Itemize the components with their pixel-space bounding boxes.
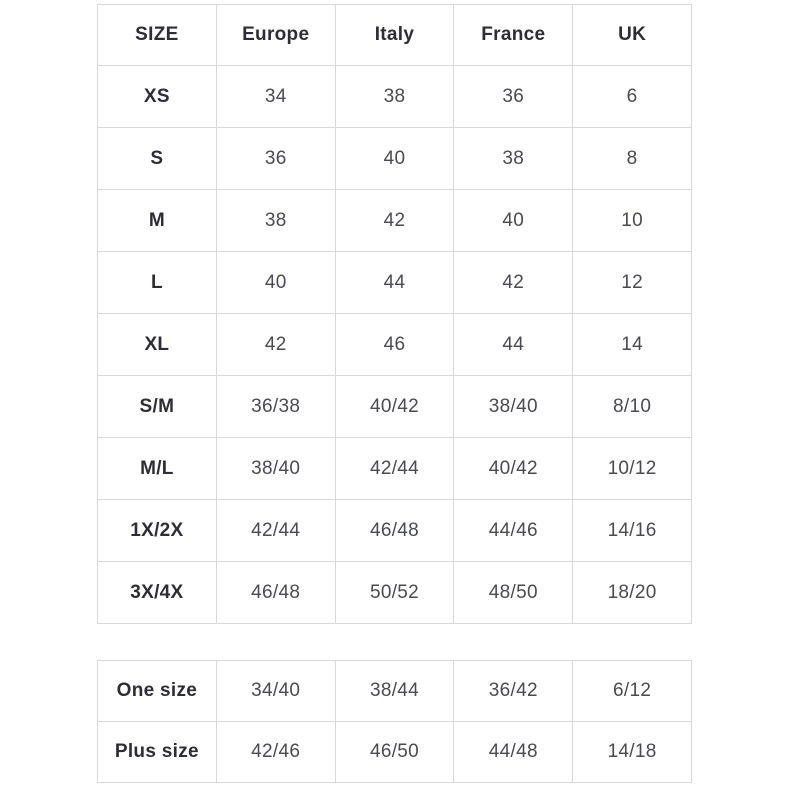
size-value-cell: 40 (453, 189, 574, 252)
size-value-cell: 42 (215, 313, 336, 376)
size-value-cell: 40/42 (453, 437, 574, 500)
size-value-cell: 8 (572, 127, 692, 190)
size-value-cell: 42/46 (215, 721, 336, 783)
size-table-header: SIZE Europe Italy France UK (97, 4, 692, 66)
size-value-cell: 42/44 (215, 499, 336, 562)
column-header-cell: SIZE (97, 4, 217, 66)
column-header-cell: Italy (334, 4, 455, 66)
row-label-cell: One size (97, 660, 217, 722)
row-label-cell: XL (97, 313, 217, 376)
column-header-cell: Europe (215, 4, 336, 66)
table-row: XL 42 46 44 14 (97, 313, 692, 376)
table-row: One size 34/40 38/44 36/42 6/12 (97, 660, 692, 722)
size-value-cell: 42 (334, 189, 455, 252)
table-row: M/L 38/40 42/44 40/42 10/12 (97, 437, 692, 500)
size-value-cell: 42/44 (334, 437, 455, 500)
size-table-body: XS 34 38 36 6 S 36 40 38 8 M 38 42 40 10 L 40 44 42 12 XL 42 4… (97, 65, 692, 624)
size-value-cell: 50/52 (334, 561, 455, 624)
size-value-cell: 6 (572, 65, 692, 128)
size-value-cell: 46 (334, 313, 455, 376)
row-label-cell: 1X/2X (97, 499, 217, 562)
size-value-cell: 36/42 (453, 660, 574, 722)
size-value-cell: 40 (334, 127, 455, 190)
row-label-cell: S (97, 127, 217, 190)
column-header-cell: UK (572, 4, 692, 66)
size-value-cell: 36 (215, 127, 336, 190)
size-value-cell: 38 (215, 189, 336, 252)
size-value-cell: 10 (572, 189, 692, 252)
size-value-cell: 36/38 (215, 375, 336, 438)
row-label-cell: M (97, 189, 217, 252)
size-value-cell: 46/48 (215, 561, 336, 624)
size-value-cell: 48/50 (453, 561, 574, 624)
table-row: 3X/4X 46/48 50/52 48/50 18/20 (97, 561, 692, 624)
special-sizes-table: One size 34/40 38/44 36/42 6/12 Plus size 42/4… (97, 660, 692, 783)
size-value-cell: 40/42 (334, 375, 455, 438)
size-value-cell: 44/48 (453, 721, 574, 783)
size-value-cell: 46/48 (334, 499, 455, 562)
size-value-cell: 14/16 (572, 499, 692, 562)
special-table-body: One size 34/40 38/44 36/42 6/12 Plus size 42/4… (97, 660, 692, 783)
size-value-cell: 44/46 (453, 499, 574, 562)
table-row: L 40 44 42 12 (97, 251, 692, 314)
size-value-cell: 46/50 (334, 721, 455, 783)
size-conversion-table: SIZE Europe Italy France UK XS 34 38 36 6 S 36 40 38… (97, 4, 692, 624)
size-value-cell: 14/18 (572, 721, 692, 783)
size-value-cell: 10/12 (572, 437, 692, 500)
size-value-cell: 6/12 (572, 660, 692, 722)
size-value-cell: 38/40 (215, 437, 336, 500)
column-header-cell: France (453, 4, 574, 66)
size-value-cell: 38/40 (453, 375, 574, 438)
size-value-cell: 34/40 (215, 660, 336, 722)
table-row: S/M 36/38 40/42 38/40 8/10 (97, 375, 692, 438)
size-value-cell: 34 (215, 65, 336, 128)
size-value-cell: 36 (453, 65, 574, 128)
size-value-cell: 38/44 (334, 660, 455, 722)
size-value-cell: 18/20 (572, 561, 692, 624)
size-value-cell: 40 (215, 251, 336, 314)
table-row: XS 34 38 36 6 (97, 65, 692, 128)
row-label-cell: L (97, 251, 217, 314)
size-value-cell: 44 (334, 251, 455, 314)
row-label-cell: M/L (97, 437, 217, 500)
row-label-cell: S/M (97, 375, 217, 438)
table-row: Plus size 42/46 46/50 44/48 14/18 (97, 721, 692, 783)
size-value-cell: 8/10 (572, 375, 692, 438)
row-label-cell: Plus size (97, 721, 217, 783)
size-value-cell: 44 (453, 313, 574, 376)
table-row: S 36 40 38 8 (97, 127, 692, 190)
size-chart-section: SIZE Europe Italy France UK XS 34 38 36 6 S 36 40 38… (97, 4, 693, 783)
header-row: SIZE Europe Italy France UK (97, 4, 692, 66)
size-value-cell: 12 (572, 251, 692, 314)
size-value-cell: 42 (453, 251, 574, 314)
row-label-cell: XS (97, 65, 217, 128)
size-value-cell: 38 (453, 127, 574, 190)
size-value-cell: 14 (572, 313, 692, 376)
size-value-cell: 38 (334, 65, 455, 128)
row-label-cell: 3X/4X (97, 561, 217, 624)
table-row: M 38 42 40 10 (97, 189, 692, 252)
table-row: 1X/2X 42/44 46/48 44/46 14/16 (97, 499, 692, 562)
